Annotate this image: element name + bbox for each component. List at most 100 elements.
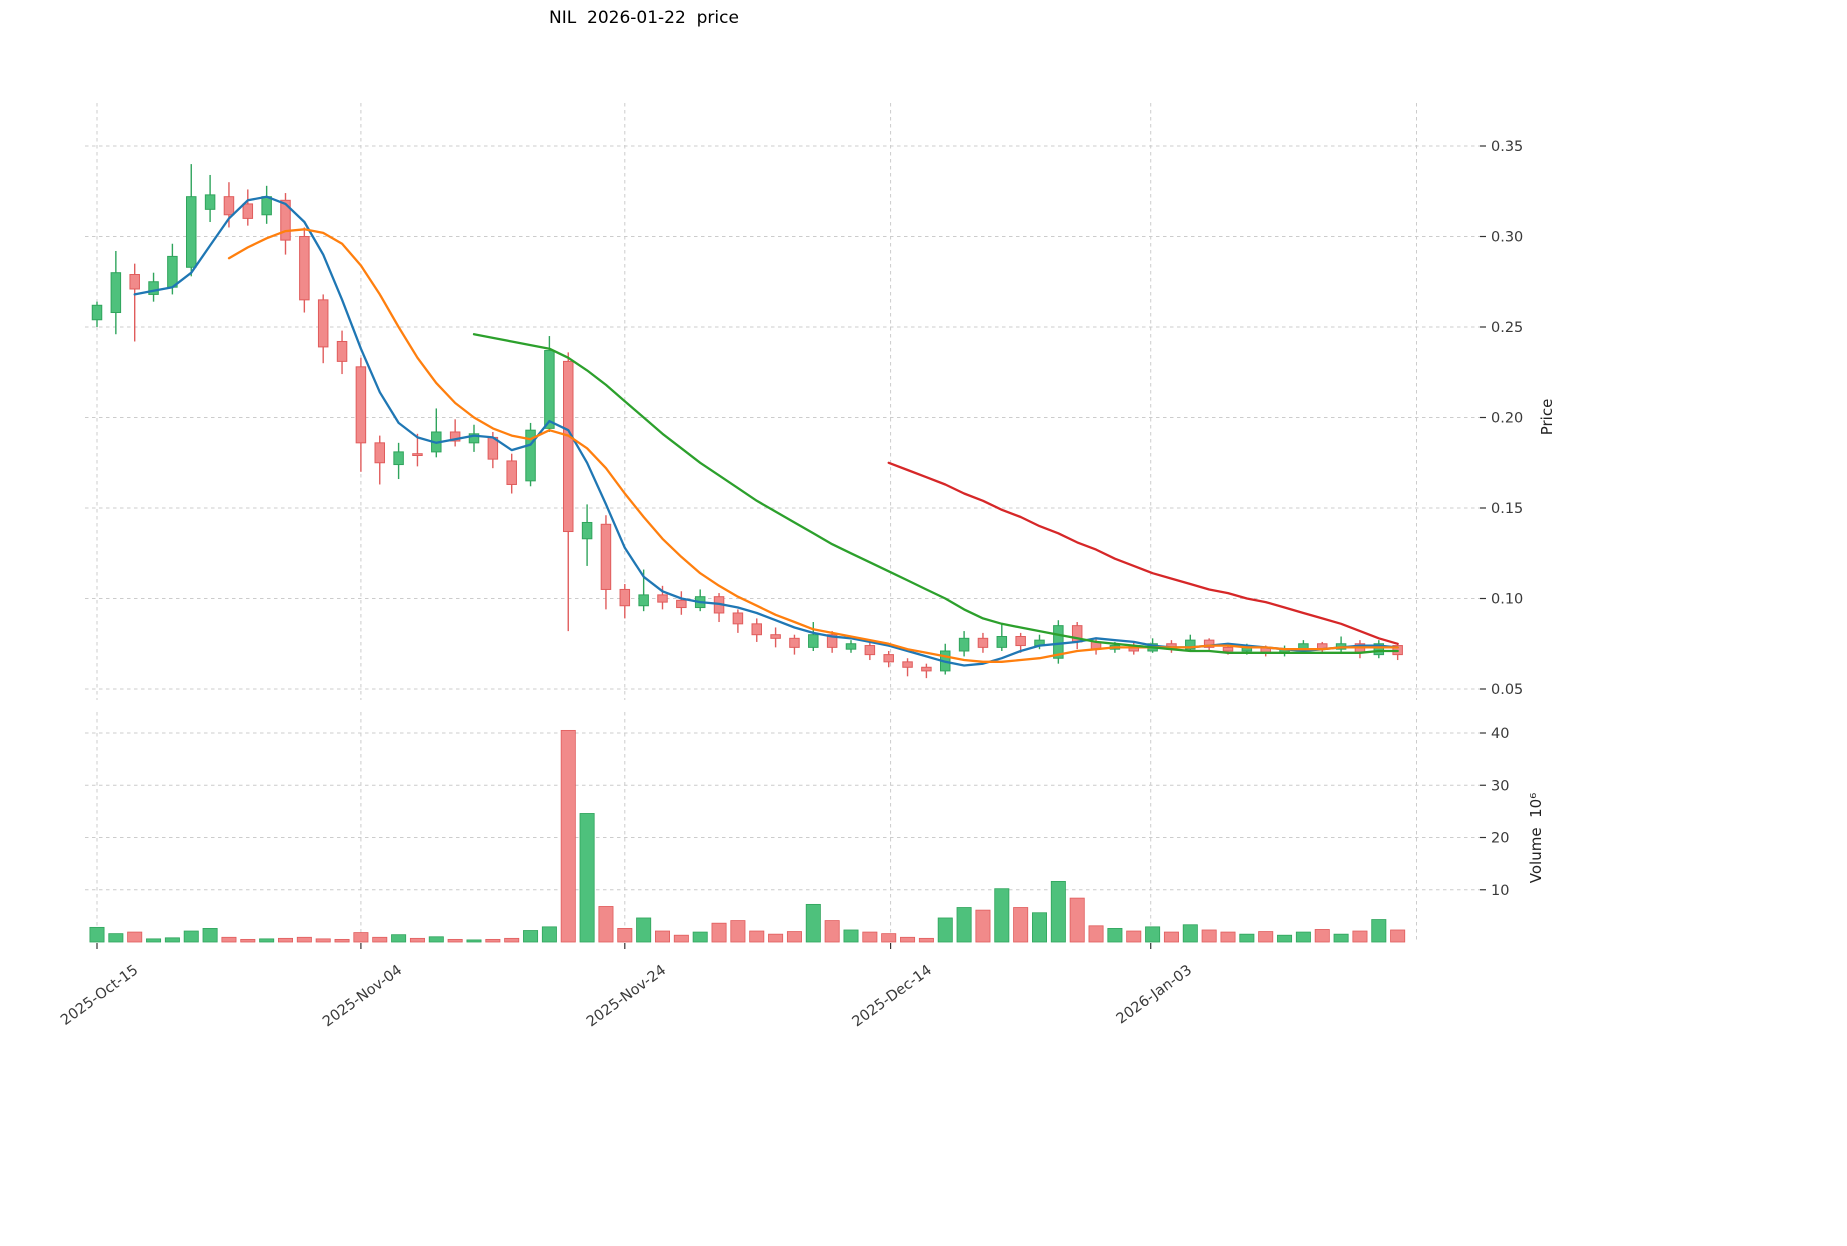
volume-bar bbox=[579, 813, 595, 943]
candle bbox=[242, 203, 254, 219]
candle bbox=[336, 340, 348, 362]
volume-bar bbox=[1220, 931, 1236, 943]
volume-bar bbox=[1145, 926, 1161, 943]
volume-bar bbox=[259, 938, 275, 943]
volume-bar bbox=[428, 936, 444, 943]
volume-bar bbox=[447, 938, 463, 943]
volume-axis-label: Volume 10⁶ bbox=[1527, 792, 1545, 884]
candle bbox=[732, 612, 744, 625]
volume-tick-label: 30 bbox=[1491, 778, 1509, 794]
candle bbox=[374, 442, 385, 464]
volume-bar bbox=[1069, 897, 1085, 943]
volume-bar bbox=[277, 937, 293, 943]
volume-bar bbox=[711, 922, 727, 943]
volume-bar bbox=[1258, 931, 1274, 943]
volume-bar bbox=[636, 917, 652, 943]
x-tick-label: 2025-Dec-14 bbox=[850, 962, 935, 1030]
candle bbox=[223, 196, 235, 216]
ma-line-green bbox=[472, 333, 1399, 654]
ma-lines bbox=[133, 195, 1399, 667]
candle bbox=[638, 594, 649, 607]
candle bbox=[468, 433, 480, 444]
price-tick-label: 0.30 bbox=[1491, 230, 1523, 246]
volume-bar bbox=[673, 934, 689, 943]
candle bbox=[864, 645, 876, 656]
candle bbox=[883, 654, 894, 663]
candle bbox=[317, 299, 329, 348]
volume-bar bbox=[485, 938, 501, 943]
volume-bar bbox=[881, 933, 897, 943]
price-tick-label: 0.10 bbox=[1491, 592, 1523, 608]
candle bbox=[600, 523, 612, 590]
volume-bar bbox=[183, 930, 199, 943]
volume-bar bbox=[353, 932, 369, 943]
volume-bar bbox=[146, 938, 162, 943]
volume-bar bbox=[164, 937, 180, 943]
volume-bar bbox=[1050, 880, 1066, 943]
candle bbox=[902, 661, 913, 668]
volume-bar bbox=[768, 933, 784, 943]
candle bbox=[996, 636, 1008, 648]
candle bbox=[1222, 646, 1234, 652]
candle bbox=[1015, 636, 1026, 647]
volume-bar bbox=[730, 920, 746, 943]
volume-bar bbox=[1333, 933, 1349, 943]
volume-bar bbox=[1182, 924, 1198, 943]
candle bbox=[129, 274, 140, 290]
volume-bar bbox=[956, 907, 972, 943]
volume-bar bbox=[372, 936, 388, 943]
candle bbox=[657, 594, 668, 603]
candle bbox=[355, 366, 367, 444]
candle bbox=[204, 194, 216, 210]
volume-bar bbox=[805, 903, 821, 943]
candle bbox=[167, 255, 178, 288]
volume-bar bbox=[994, 888, 1010, 943]
x-tick-label: 2025-Nov-24 bbox=[584, 962, 669, 1030]
price-tick-label: 0.20 bbox=[1491, 411, 1523, 427]
volume-bar bbox=[937, 917, 953, 943]
volume-bar bbox=[900, 936, 916, 943]
volume-bar bbox=[1314, 929, 1330, 943]
candle bbox=[770, 634, 781, 639]
volume-bar bbox=[89, 926, 105, 943]
volume-bar bbox=[391, 934, 407, 943]
price-tick-label: 0.35 bbox=[1491, 139, 1523, 155]
volume-bar bbox=[598, 906, 614, 943]
candle bbox=[1203, 639, 1215, 648]
x-tick-label: 2025-Nov-04 bbox=[320, 962, 405, 1030]
price-axis-label: Price bbox=[1538, 398, 1556, 436]
volume-bar bbox=[296, 936, 312, 943]
volume-bar bbox=[1352, 930, 1368, 943]
volume-bar bbox=[334, 938, 350, 943]
candle bbox=[299, 236, 310, 301]
volume-bar bbox=[692, 931, 708, 943]
volume-bar bbox=[466, 939, 482, 943]
candle bbox=[1373, 643, 1385, 656]
volume-bar bbox=[409, 937, 425, 943]
volume-bar bbox=[1032, 912, 1048, 943]
volume-tick-label: 20 bbox=[1491, 831, 1509, 847]
volume-bar bbox=[824, 920, 840, 943]
candle bbox=[619, 588, 631, 607]
candle bbox=[280, 199, 291, 241]
candle bbox=[826, 634, 838, 648]
candle bbox=[921, 666, 932, 672]
price-tick-label: 0.25 bbox=[1491, 320, 1523, 336]
candle bbox=[676, 599, 687, 609]
x-tick-label: 2026-Jan-03 bbox=[1114, 962, 1195, 1027]
volume-bar bbox=[108, 933, 124, 943]
candle bbox=[1053, 625, 1064, 659]
volume-bar bbox=[1126, 930, 1142, 943]
candle bbox=[91, 304, 103, 321]
volume-bar bbox=[541, 926, 557, 943]
volume-bar bbox=[315, 938, 331, 943]
candle bbox=[751, 623, 762, 636]
candle bbox=[544, 350, 555, 429]
candle bbox=[261, 196, 272, 216]
candle bbox=[506, 460, 517, 485]
axis-ticks: 0.35 0.30 0.25 0.20 0.15 0.10 0.05 40 30 20 10 2025… bbox=[58, 139, 1523, 1030]
candle bbox=[186, 196, 197, 268]
volume-tick-label: 40 bbox=[1491, 726, 1509, 742]
ma-line-blue bbox=[133, 195, 1399, 667]
